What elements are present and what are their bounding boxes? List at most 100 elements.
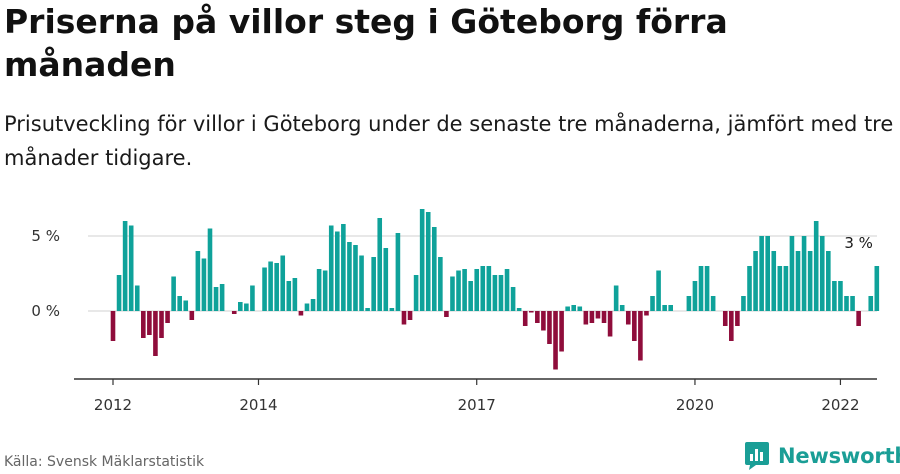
chart-subtitle: Prisutveckling för villor i Göteborg und…	[4, 112, 894, 170]
bar	[238, 302, 243, 311]
bar	[328, 225, 334, 311]
chart-title: Priserna på villor steg i Göteborg förra…	[4, 2, 728, 84]
bar	[528, 311, 534, 313]
bar	[777, 266, 783, 311]
bar	[231, 311, 237, 314]
bar	[807, 251, 813, 311]
bar	[322, 270, 328, 311]
bar	[165, 311, 170, 323]
bar	[304, 303, 310, 311]
bar	[535, 311, 540, 323]
bar	[613, 285, 619, 311]
bar	[268, 261, 273, 311]
bar	[619, 305, 625, 311]
brand-name: Newsworthy	[778, 444, 900, 468]
bar	[110, 311, 116, 341]
bar	[516, 308, 522, 311]
x-tick-label: 2020	[676, 396, 714, 414]
bar	[128, 225, 134, 311]
bar	[341, 224, 346, 311]
bar	[116, 275, 122, 311]
bar	[310, 299, 316, 311]
bar	[838, 281, 843, 311]
bar	[365, 308, 370, 311]
bar	[650, 296, 655, 311]
bar	[298, 311, 304, 316]
bar	[468, 281, 473, 311]
bar	[492, 275, 498, 311]
bar	[789, 236, 795, 311]
bar	[813, 221, 819, 311]
bar	[607, 311, 613, 337]
bar	[819, 236, 825, 311]
bar	[286, 281, 292, 311]
bar	[692, 281, 698, 311]
bar	[844, 296, 849, 311]
bar	[141, 311, 146, 338]
bar	[438, 257, 443, 311]
bar	[207, 228, 213, 311]
bar	[456, 270, 461, 311]
bar	[595, 311, 601, 319]
bar	[474, 269, 480, 311]
bar	[244, 303, 249, 311]
bar	[632, 311, 637, 341]
bar	[868, 296, 874, 311]
bar	[250, 285, 255, 311]
bar	[547, 311, 552, 344]
bar	[783, 266, 789, 311]
bar	[274, 263, 279, 311]
latest-value-label: 3 %	[844, 234, 873, 252]
x-tick-label: 2017	[458, 396, 496, 414]
bar	[668, 305, 673, 311]
bar	[522, 311, 528, 326]
bar	[771, 251, 777, 311]
bar	[741, 296, 746, 311]
bar	[759, 236, 764, 311]
bar	[444, 311, 449, 317]
source-note: Källa: Svensk Mäklarstatistik	[4, 454, 205, 470]
bar	[334, 231, 340, 311]
bar	[153, 311, 158, 356]
bar	[122, 221, 128, 311]
bar	[377, 218, 383, 311]
bar	[431, 227, 437, 311]
y-tick-label: 5 %	[31, 227, 60, 245]
bar	[147, 311, 152, 335]
x-tick-label: 2014	[239, 396, 277, 414]
bar	[462, 269, 467, 311]
bar	[729, 311, 734, 341]
bar	[353, 245, 358, 311]
bar	[371, 257, 376, 311]
bar	[801, 236, 807, 311]
x-tick-label: 2012	[94, 396, 132, 414]
bar	[219, 284, 225, 311]
bar	[832, 281, 837, 311]
bar	[710, 296, 716, 311]
bar	[262, 267, 267, 311]
bar	[504, 269, 510, 311]
bar	[765, 236, 770, 311]
bar	[280, 255, 286, 311]
bar	[601, 311, 607, 323]
bar	[316, 269, 322, 311]
bar	[359, 255, 364, 311]
bar	[874, 266, 880, 311]
bar	[213, 287, 219, 311]
bar	[795, 251, 801, 311]
newsworthy-logo[interactable]: Newsworthy	[744, 441, 900, 471]
bar	[656, 270, 661, 311]
bar	[450, 276, 455, 311]
bar	[686, 296, 692, 311]
bar	[401, 311, 407, 325]
bar	[662, 305, 667, 311]
bar	[395, 233, 401, 311]
bar	[195, 251, 201, 311]
bar	[565, 306, 570, 311]
bar	[413, 275, 419, 311]
bar	[183, 300, 189, 311]
bar	[856, 311, 861, 326]
x-tick-label: 2022	[821, 396, 859, 414]
bar	[735, 311, 740, 326]
